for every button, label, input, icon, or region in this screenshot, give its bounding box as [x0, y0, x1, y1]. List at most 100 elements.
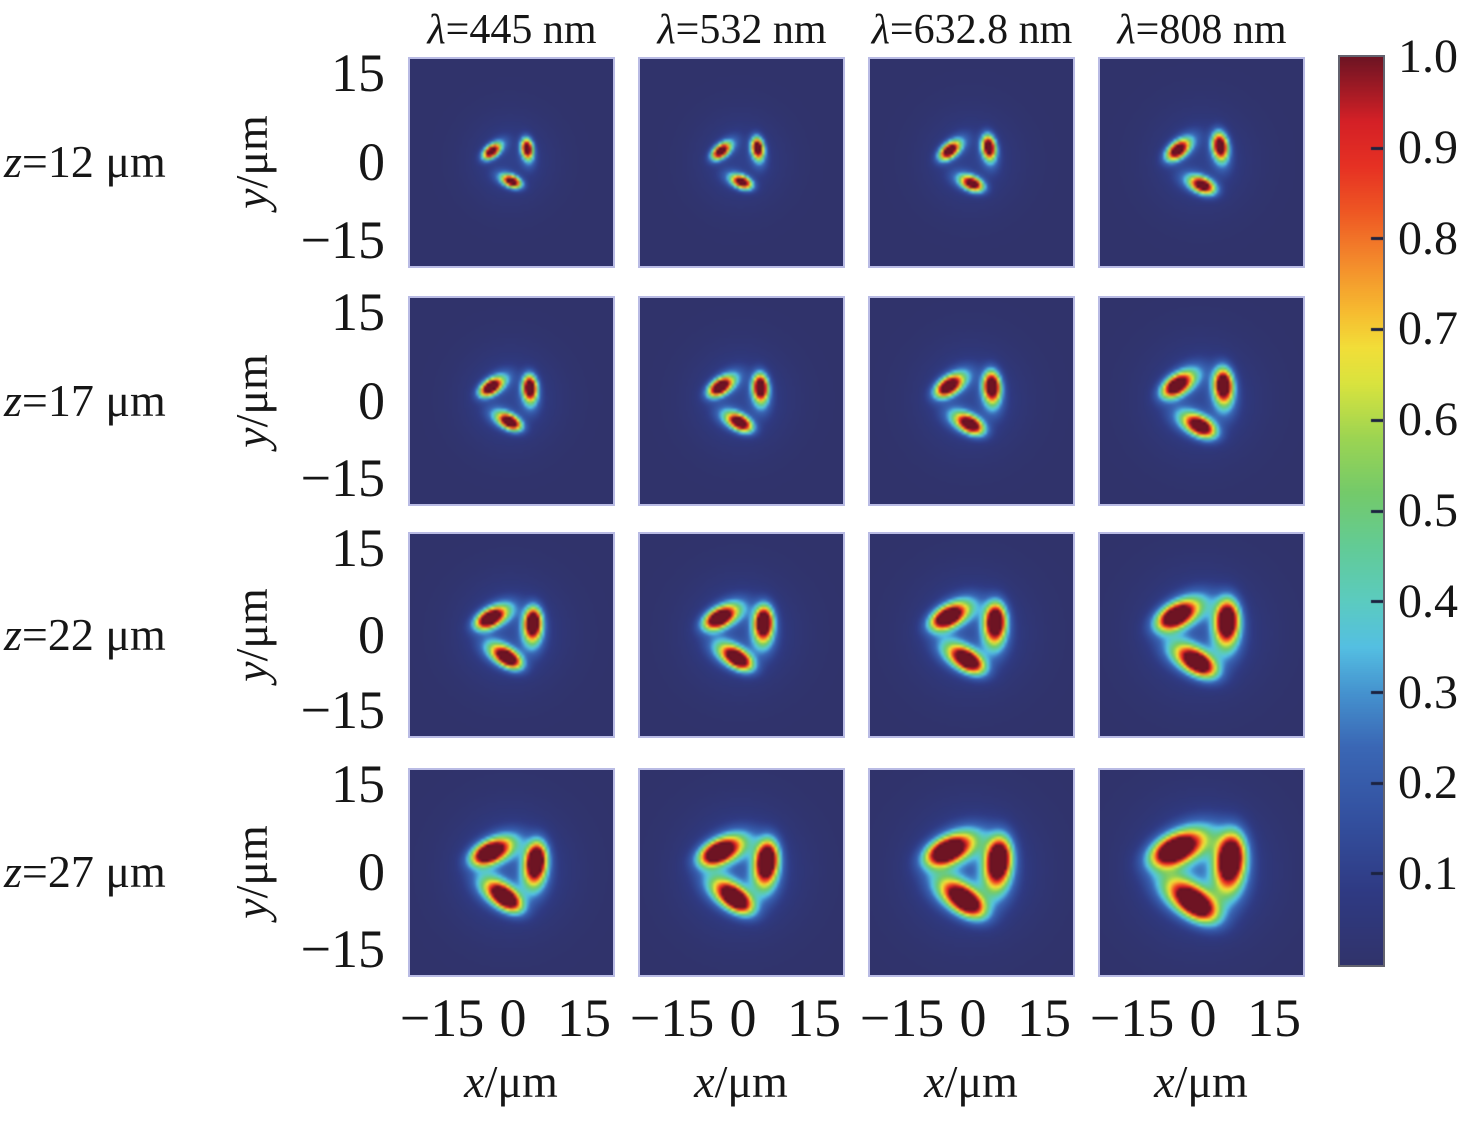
- column-header-text: =532 nm: [675, 7, 827, 53]
- colorbar-tick-label: 1.0: [1398, 30, 1458, 83]
- intensity-panel-z27-808nm: [1098, 768, 1305, 977]
- colorbar-tick-label: 0.2: [1398, 756, 1458, 809]
- z-symbol: z: [4, 609, 22, 660]
- colorbar-tick-label: 0.9: [1398, 121, 1458, 174]
- y-tick-label: 0: [358, 842, 385, 902]
- intensity-panel-z22-632nm: [868, 532, 1075, 738]
- intensity-panel-z12-445nm: [408, 57, 615, 268]
- x-tick-label: −15: [859, 988, 945, 1048]
- x-axis-unit: /μm: [944, 1056, 1018, 1107]
- x-axis-label: x/μm: [871, 1054, 1071, 1110]
- intensity-panel-z17-532nm: [638, 296, 845, 506]
- x-axis-unit: /μm: [714, 1056, 788, 1107]
- x-tick-label: 15: [1247, 988, 1301, 1048]
- colorbar-tick-label: 0.7: [1398, 302, 1458, 355]
- y-axis-unit: /μm: [226, 354, 277, 428]
- colorbar-tick-label: 0.3: [1398, 666, 1458, 719]
- z-symbol: z: [4, 846, 22, 897]
- y-tick-label: 15: [331, 754, 385, 814]
- x-tick-label: 0: [959, 988, 987, 1048]
- intensity-panel-z27-632nm: [868, 768, 1075, 977]
- column-header-text: =632.8 nm: [889, 7, 1073, 53]
- y-symbol: y: [226, 188, 277, 209]
- y-tick-label: 15: [331, 43, 385, 103]
- column-header-text: =808 nm: [1135, 7, 1287, 53]
- row-label-z12: z=12 μm: [4, 134, 214, 190]
- x-axis-label: x/μm: [411, 1054, 611, 1110]
- x-symbol: x: [1154, 1056, 1175, 1107]
- x-axis-unit: /μm: [1174, 1056, 1248, 1107]
- z-symbol: z: [4, 136, 22, 187]
- y-symbol: y: [226, 661, 277, 682]
- intensity-panel-z22-808nm: [1098, 532, 1305, 738]
- column-header-text: =445 nm: [445, 7, 597, 53]
- x-axis-label: x/μm: [641, 1054, 841, 1110]
- y-tick-label: 0: [358, 132, 385, 192]
- intensity-panel-z22-532nm: [638, 532, 845, 738]
- lambda-symbol: λ: [871, 7, 890, 53]
- x-tick-label: −15: [629, 988, 715, 1048]
- intensity-panel-z27-445nm: [408, 768, 615, 977]
- column-header-632nm: λ=632.8 nm: [827, 6, 1117, 54]
- intensity-panel-z12-808nm: [1098, 57, 1305, 268]
- y-axis-label: y/μm: [224, 62, 280, 262]
- colorbar-tick-label: 0.1: [1398, 847, 1458, 900]
- column-header-445nm: λ=445 nm: [367, 6, 657, 54]
- y-tick-label: 15: [331, 518, 385, 578]
- x-tick-label: −15: [399, 988, 485, 1048]
- x-axis-unit: /μm: [484, 1056, 558, 1107]
- x-tick-label: 15: [1017, 988, 1071, 1048]
- column-header-532nm: λ=532 nm: [597, 6, 887, 54]
- colorbar-tick-label: 0.8: [1398, 212, 1458, 265]
- x-tick-label: 0: [499, 988, 527, 1048]
- lambda-symbol: λ: [1117, 7, 1136, 53]
- y-axis-label: y/μm: [224, 301, 280, 501]
- y-tick-label: 0: [358, 371, 385, 431]
- colorbar-tick-label: 0.5: [1398, 484, 1458, 537]
- y-tick-label: −15: [300, 210, 385, 270]
- intensity-panel-z17-445nm: [408, 296, 615, 506]
- x-symbol: x: [924, 1056, 945, 1107]
- y-tick-label: −15: [300, 680, 385, 740]
- row-label-text: =22 μm: [21, 609, 166, 660]
- lambda-symbol: λ: [657, 7, 676, 53]
- x-tick-label: 15: [557, 988, 611, 1048]
- x-tick-label: 0: [1189, 988, 1217, 1048]
- row-label-text: =17 μm: [21, 375, 166, 426]
- lambda-symbol: λ: [427, 7, 446, 53]
- intensity-panel-z12-532nm: [638, 57, 845, 268]
- x-tick-label: 0: [729, 988, 757, 1048]
- z-symbol: z: [4, 375, 22, 426]
- x-axis-label: x/μm: [1101, 1054, 1301, 1110]
- y-tick-label: 0: [358, 605, 385, 665]
- row-label-z27: z=27 μm: [4, 844, 214, 900]
- row-label-text: =12 μm: [21, 136, 166, 187]
- x-tick-label: −15: [1089, 988, 1175, 1048]
- intensity-panel-z27-532nm: [638, 768, 845, 977]
- row-label-z17: z=17 μm: [4, 373, 214, 429]
- colorbar-tick-label: 0.6: [1398, 393, 1458, 446]
- colorbar-tick-label: 0.4: [1398, 575, 1458, 628]
- intensity-panel-z17-632nm: [868, 296, 1075, 506]
- y-axis-unit: /μm: [226, 825, 277, 899]
- y-symbol: y: [226, 427, 277, 448]
- y-axis-label: y/μm: [224, 535, 280, 735]
- x-symbol: x: [464, 1056, 485, 1107]
- y-tick-label: −15: [300, 448, 385, 508]
- y-symbol: y: [226, 898, 277, 919]
- intensity-panel-z17-808nm: [1098, 296, 1305, 506]
- y-tick-label: −15: [300, 919, 385, 979]
- intensity-panel-z22-445nm: [408, 532, 615, 738]
- row-label-z22: z=22 μm: [4, 607, 214, 663]
- x-symbol: x: [694, 1056, 715, 1107]
- row-label-text: =27 μm: [21, 846, 166, 897]
- y-axis-label: y/μm: [224, 772, 280, 972]
- column-header-808nm: λ=808 nm: [1057, 6, 1347, 54]
- y-axis-unit: /μm: [226, 115, 277, 189]
- y-axis-unit: /μm: [226, 588, 277, 662]
- x-tick-label: 15: [787, 988, 841, 1048]
- colorbar: [1338, 55, 1385, 967]
- intensity-panel-z12-632nm: [868, 57, 1075, 268]
- y-tick-label: 15: [331, 282, 385, 342]
